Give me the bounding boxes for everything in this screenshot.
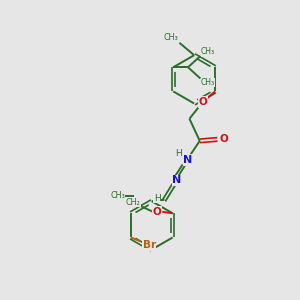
Text: CH₃: CH₃ bbox=[164, 33, 178, 42]
Text: O: O bbox=[198, 97, 207, 107]
Text: H: H bbox=[175, 149, 182, 158]
Text: CH₃: CH₃ bbox=[201, 47, 215, 56]
Text: CH₃: CH₃ bbox=[110, 191, 125, 200]
Text: CH₃: CH₃ bbox=[201, 78, 215, 87]
Text: Br: Br bbox=[142, 240, 156, 250]
Text: O: O bbox=[220, 134, 228, 144]
Text: CH₂: CH₂ bbox=[126, 198, 140, 207]
Text: N: N bbox=[183, 155, 193, 165]
Text: H: H bbox=[154, 194, 160, 203]
Text: N: N bbox=[172, 175, 182, 185]
Text: O: O bbox=[153, 207, 162, 217]
